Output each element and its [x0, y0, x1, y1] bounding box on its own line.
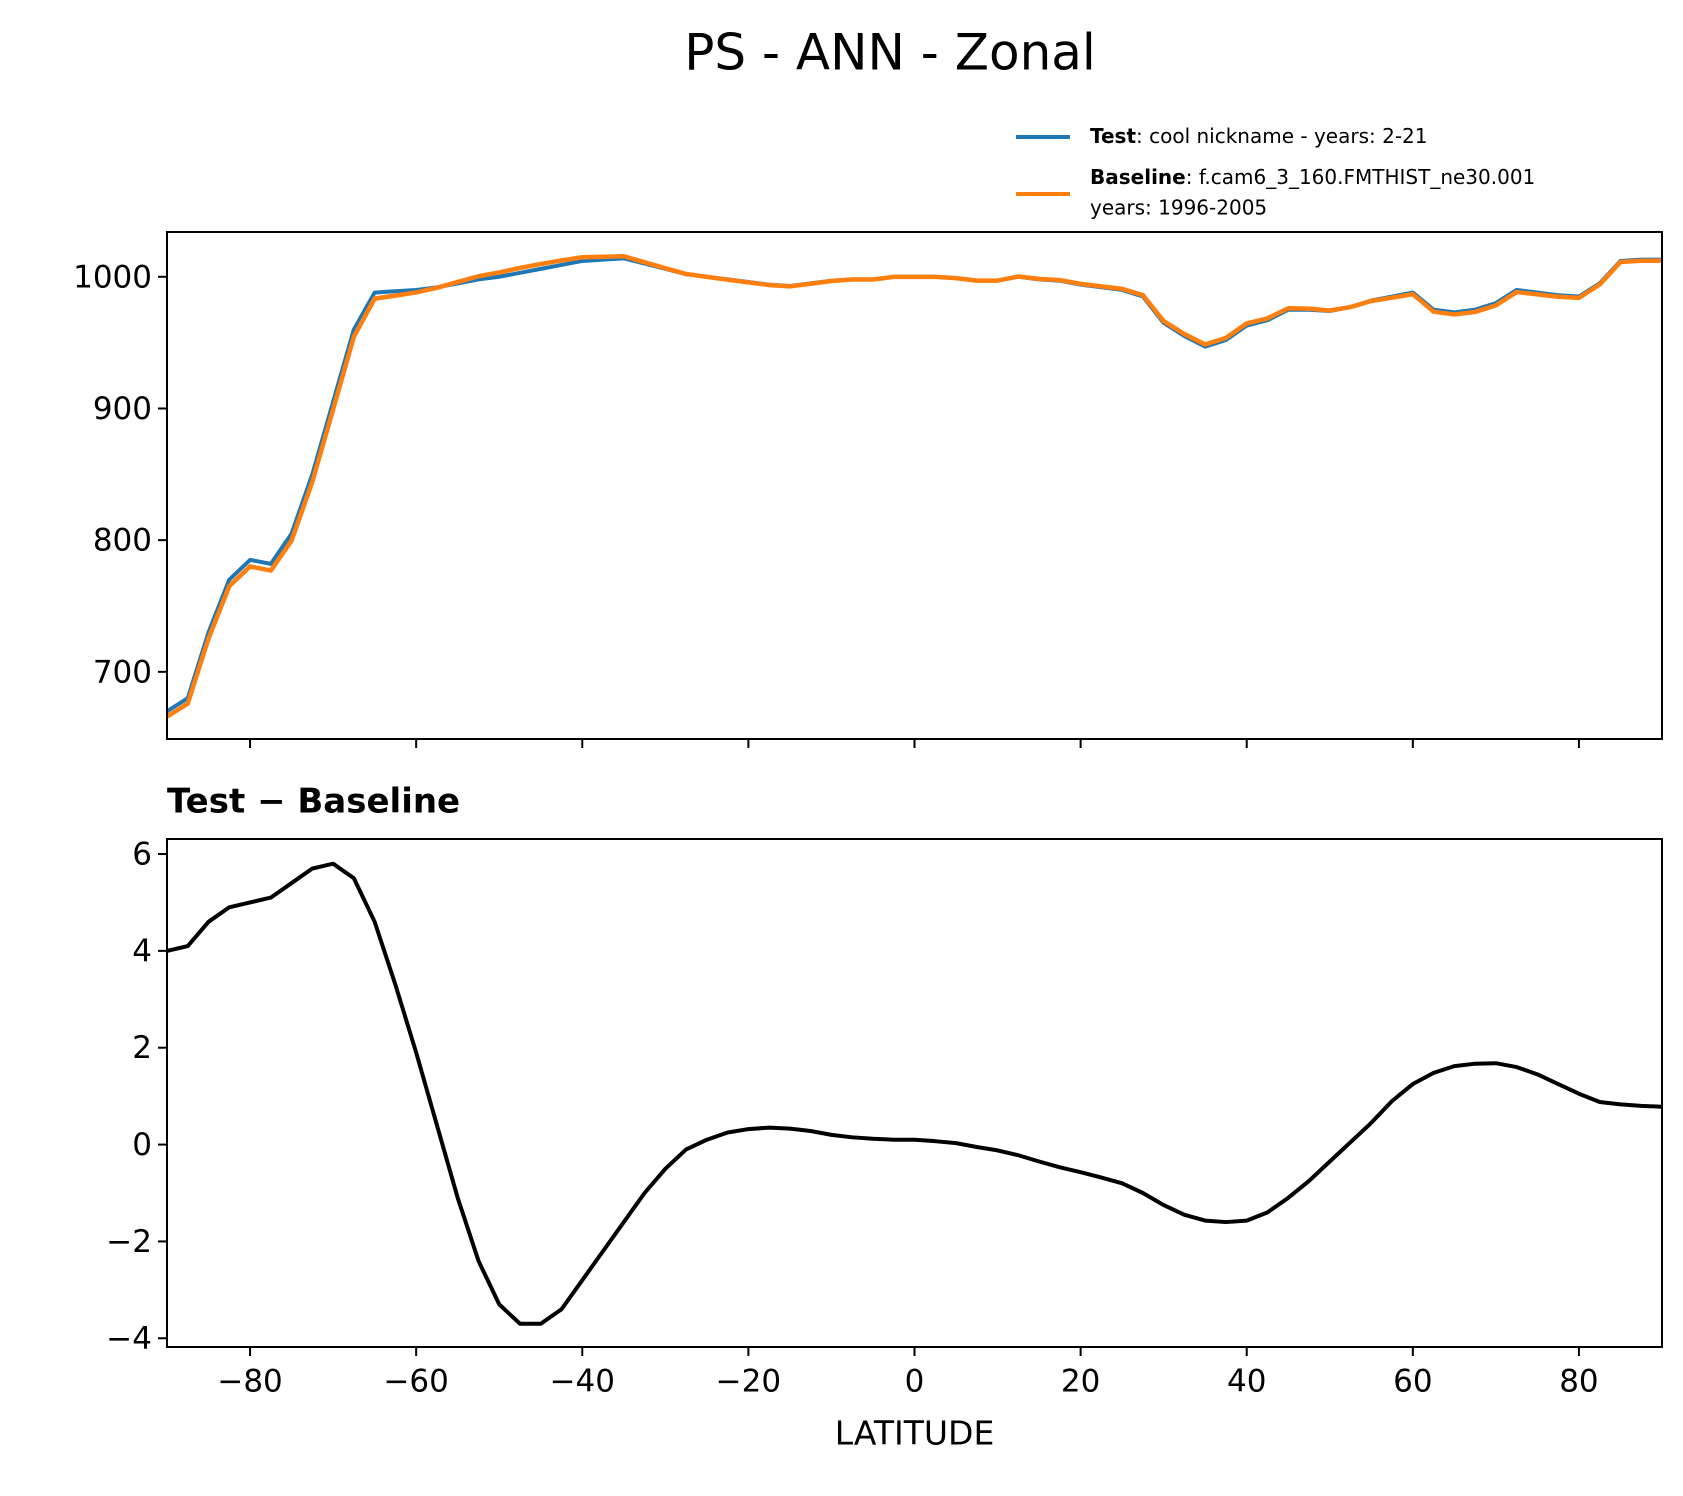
x-tick-label: 60: [1393, 1364, 1432, 1400]
x-tick-label: −80: [217, 1364, 282, 1400]
x-tick-label: −20: [716, 1364, 781, 1400]
plot-area: [167, 861, 1662, 1326]
y-tick-label: 900: [93, 391, 152, 427]
legend-description: : cool nickname - years: 2-21: [1136, 124, 1427, 148]
y-tick-label: −4: [106, 1321, 152, 1357]
legend-name: Test: [1090, 124, 1136, 148]
y-tick-label: 2: [132, 1030, 152, 1066]
legend-name: Baseline: [1090, 165, 1186, 189]
x-tick-label: 80: [1559, 1364, 1598, 1400]
legend-label: Baseline: f.cam6_3_160.FMTHIST_ne30.001: [1090, 165, 1535, 189]
y-tick-label: 800: [93, 523, 152, 559]
x-tick-label: 40: [1227, 1364, 1266, 1400]
x-tick-label: 0: [905, 1364, 925, 1400]
data-line: [167, 256, 1662, 714]
figure-title: PS - ANN - Zonal: [684, 24, 1096, 82]
y-tick-label: 4: [132, 933, 152, 969]
y-tick-label: 6: [132, 837, 152, 873]
x-tick-label: −40: [550, 1364, 615, 1400]
plot-area: [167, 253, 1662, 719]
axes-frame: [166, 231, 1663, 740]
data-line: [167, 861, 1662, 1326]
x-tick-label: −60: [383, 1364, 448, 1400]
y-tick-label: −2: [106, 1224, 152, 1260]
y-tick-label: 1000: [73, 259, 152, 295]
data-line: [167, 253, 1662, 719]
x-tick-label: 20: [1061, 1364, 1100, 1400]
axes-title: Test − Baseline: [167, 782, 460, 822]
y-tick-label: 700: [93, 654, 152, 690]
axes-frame: [166, 838, 1663, 1348]
legend-label: Test: cool nickname - years: 2-21: [1090, 124, 1427, 148]
y-tick-label: 0: [132, 1127, 152, 1163]
legend-description: years: 1996-2005: [1090, 196, 1267, 220]
x-axis-label: LATITUDE: [835, 1414, 995, 1453]
legend-description: : f.cam6_3_160.FMTHIST_ne30.001: [1186, 165, 1536, 189]
